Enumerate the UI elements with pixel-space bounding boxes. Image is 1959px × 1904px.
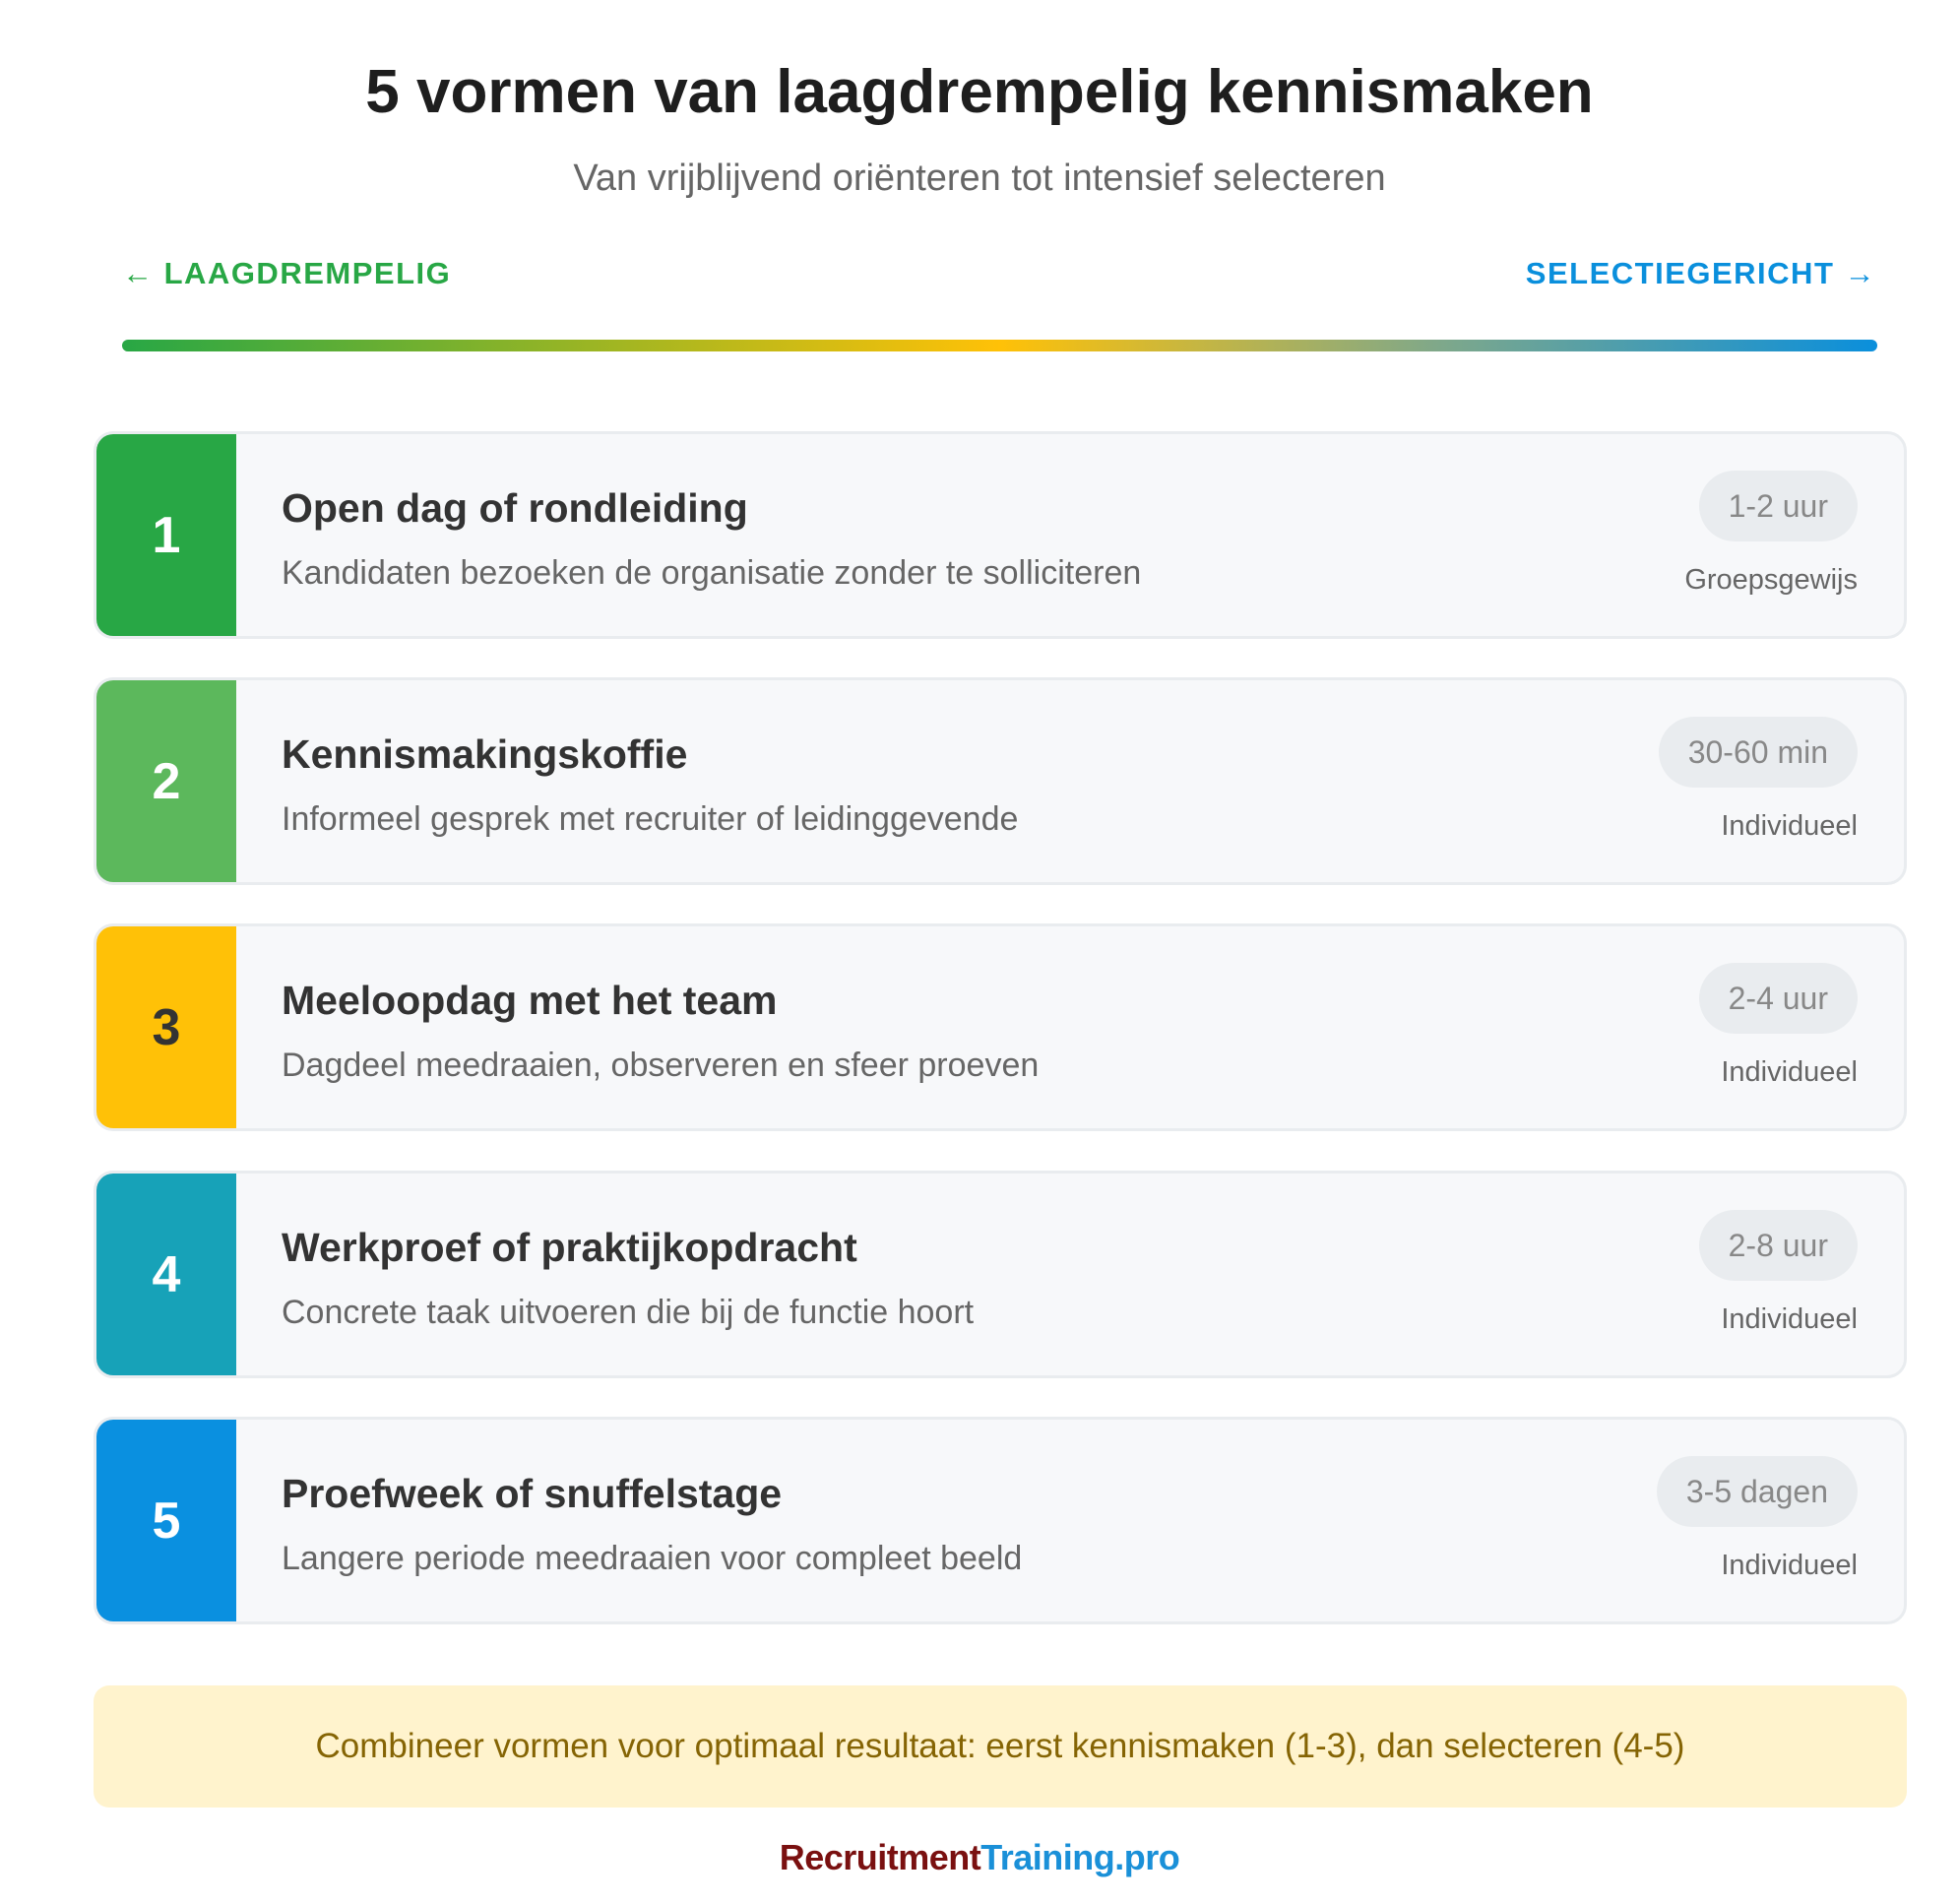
- option-card: 5 Proefweek of snuffelstage Langere peri…: [94, 1417, 1907, 1624]
- scale-right-label: SELECTIEGERICHT →: [1525, 256, 1876, 290]
- card-description: Dagdeel meedraaien, observeren en sfeer …: [282, 1047, 1040, 1084]
- duration-badge: 2-4 uur: [1698, 963, 1858, 1034]
- card-title: Proefweek of snuffelstage: [282, 1471, 783, 1516]
- card-number: 3: [96, 926, 236, 1128]
- format-label: Individueel: [1721, 1056, 1858, 1088]
- scale-left-label: ← LAAGDREMPELIG: [122, 256, 452, 290]
- format-label: Groepsgewijs: [1684, 564, 1858, 596]
- logo-part-recruitment: Recruitment: [779, 1837, 981, 1877]
- duration-badge: 30-60 min: [1658, 717, 1858, 788]
- option-card: 4 Werkproef of praktijkopdracht Concrete…: [94, 1171, 1907, 1378]
- format-label: Individueel: [1721, 1303, 1858, 1335]
- format-label: Individueel: [1721, 1550, 1858, 1581]
- card-number: 1: [96, 434, 236, 636]
- card-number: 5: [96, 1420, 236, 1621]
- duration-badge: 2-8 uur: [1698, 1210, 1858, 1281]
- page-title: 5 vormen van laagdrempelig kennismaken: [365, 58, 1594, 126]
- card-description: Kandidaten bezoeken de organisatie zonde…: [282, 554, 1142, 592]
- gradient-scale-bar: [122, 340, 1877, 351]
- option-card: 2 Kennismakingskoffie Informeel gesprek …: [94, 677, 1907, 885]
- option-card: 3 Meeloopdag met het team Dagdeel meedra…: [94, 923, 1907, 1131]
- option-card: 1 Open dag of rondleiding Kandidaten bez…: [94, 431, 1907, 639]
- card-title: Meeloopdag met het team: [282, 978, 778, 1023]
- card-title: Kennismakingskoffie: [282, 731, 688, 777]
- duration-badge: 1-2 uur: [1698, 471, 1858, 541]
- card-number: 4: [96, 1174, 236, 1375]
- logo: RecruitmentTraining.pro: [0, 1837, 1959, 1878]
- card-description: Informeel gesprek met recruiter of leidi…: [282, 800, 1019, 838]
- card-description: Concrete taak uitvoeren die bij de funct…: [282, 1294, 975, 1331]
- tip-note: Combineer vormen voor optimaal resultaat…: [94, 1685, 1907, 1808]
- logo-part-training: Training.pro: [980, 1837, 1180, 1877]
- card-description: Langere periode meedraaien voor compleet…: [282, 1540, 1023, 1577]
- card-title: Open dag of rondleiding: [282, 485, 748, 531]
- page-subtitle: Van vrijblijvend oriënteren tot intensie…: [573, 158, 1386, 199]
- duration-badge: 3-5 dagen: [1656, 1456, 1858, 1527]
- card-number: 2: [96, 680, 236, 882]
- format-label: Individueel: [1721, 810, 1858, 842]
- card-title: Werkproef of praktijkopdracht: [282, 1225, 857, 1270]
